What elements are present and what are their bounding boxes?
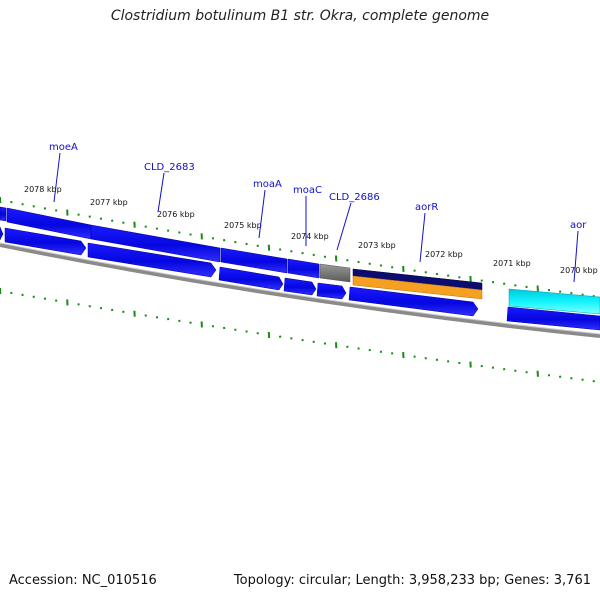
kbp-label: 2073 kbp: [358, 241, 396, 250]
kbp-label: 2076 kbp: [157, 210, 195, 219]
gene-block: [0, 206, 7, 222]
leader-line: [573, 230, 579, 283]
gene-labels: moeA CLD_2683 moaA moaC CLD_2686 aorR ao…: [49, 142, 587, 283]
gene-block-aor: [508, 288, 600, 315]
gene-arrow: [218, 266, 284, 291]
gene-label-moaC: moaC: [293, 185, 322, 196]
kbp-labels: 2078 kbp 2077 kbp 2076 kbp 2075 kbp 2074…: [24, 185, 598, 275]
gene-label-aorR: aorR: [415, 202, 438, 213]
gene-arrow: [4, 227, 87, 256]
gene-block-CLD_2683: [90, 224, 221, 263]
kbp-label: 2074 kbp: [291, 232, 329, 241]
gene-block-CLD_2686: [319, 263, 351, 283]
gene-block-moaC: [287, 258, 320, 279]
map-title: Clostridium botulinum B1 str. Okra, comp…: [110, 8, 490, 24]
genome-backbone-highlight: [0, 242, 600, 335]
gene-label-CLD_2686: CLD_2686: [329, 192, 380, 203]
kbp-label: 2077 kbp: [90, 198, 128, 207]
gene-label-CLD_2683: CLD_2683: [144, 162, 195, 173]
leader-line: [53, 152, 61, 203]
genome-backbone: [0, 243, 600, 338]
gene-arrow: [283, 277, 317, 296]
forward-strand-genes: [0, 206, 600, 315]
kbp-label: 2071 kbp: [493, 259, 531, 268]
gene-block-moaA: [220, 247, 288, 274]
accession-text: Accession: NC_010516: [9, 573, 157, 588]
leader-line: [419, 212, 426, 263]
kbp-label: 2072 kbp: [425, 250, 463, 259]
gene-arrow: [87, 242, 217, 278]
reverse-strand-genes: [0, 226, 600, 331]
gene-label-moeA: moeA: [49, 142, 78, 153]
gene-arrow: [506, 306, 600, 331]
gene-arrow: [0, 226, 4, 241]
gene-arrow: [348, 286, 479, 317]
outer-tick-ring: [0, 196, 595, 298]
leader-line: [258, 189, 266, 239]
leader-line: [157, 172, 165, 213]
gene-block-aorR-orange: [352, 275, 483, 300]
kbp-label: 2078 kbp: [24, 185, 62, 194]
inner-tick-ring: [0, 287, 595, 383]
gene-label-moaA: moaA: [253, 179, 282, 190]
kbp-label: 2070 kbp: [560, 266, 598, 275]
genome-summary-text: Topology: circular; Length: 3,958,233 bp…: [233, 573, 591, 588]
gene-label-aor: aor: [570, 220, 587, 231]
kbp-label: 2075 kbp: [224, 221, 262, 230]
gene-arrow: [316, 282, 347, 300]
leader-line: [336, 202, 352, 251]
